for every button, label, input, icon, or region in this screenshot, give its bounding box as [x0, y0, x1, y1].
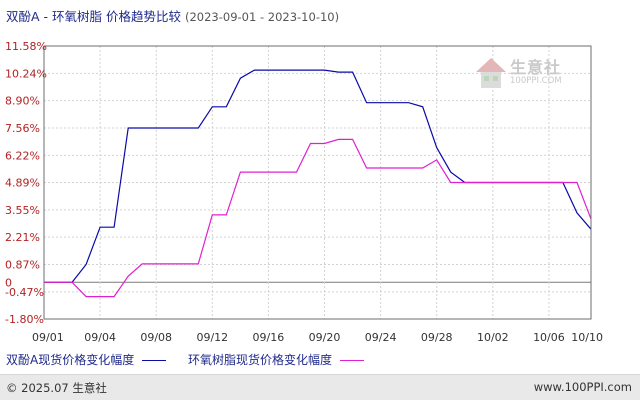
- legend-label-2: 环氧树脂现货价格变化幅度: [188, 353, 333, 367]
- watermark-logo-icon: [476, 58, 506, 88]
- y-tick-label: -1.80%: [5, 313, 44, 326]
- watermark-url: 100PPI.COM: [510, 76, 562, 86]
- y-axis: 11.58% 10.24% 8.90% 7.56% 6.22% 4.89% 3.55% 2.2…: [5, 40, 47, 326]
- x-tick-label: 10/10: [571, 331, 603, 344]
- legend-item-1: 双酚A现货价格变化幅度: [6, 351, 167, 368]
- x-tick-label: 09/08: [140, 331, 172, 344]
- x-tick-label: 09/16: [253, 331, 285, 344]
- x-tick-label: 10/02: [477, 331, 509, 344]
- chart-title: 双酚A - 环氧树脂 价格趋势比较 (2023-09-01 - 2023-10-1…: [6, 6, 339, 25]
- watermark: 生意社 100PPI.COM: [474, 52, 584, 96]
- series-layer: [44, 69, 591, 298]
- y-tick-label: 2.21%: [5, 231, 40, 244]
- legend-item-2: 环氧树脂现货价格变化幅度: [188, 351, 365, 368]
- y-tick-label: 0: [5, 276, 12, 289]
- x-tick-label: 09/24: [365, 331, 397, 344]
- y-tick-label: 11.58%: [5, 40, 47, 53]
- y-tick-label: 6.22%: [5, 149, 40, 162]
- y-tick-label: 10.24%: [5, 67, 47, 80]
- date-range: (2023-09-01 - 2023-10-10): [184, 10, 340, 24]
- x-tick-label: 09/12: [196, 331, 228, 344]
- y-tick-label: 8.90%: [5, 95, 40, 108]
- x-tick-label: 09/28: [421, 331, 453, 344]
- x-tick-label: 09/20: [309, 331, 341, 344]
- legend-label-1: 双酚A现货价格变化幅度: [6, 353, 135, 367]
- x-tick-label: 09/01: [32, 331, 64, 344]
- copyright-text: © 2025.07 生意社: [6, 381, 107, 395]
- site-link[interactable]: www.100PPI.com: [533, 380, 632, 394]
- y-tick-label: 0.87%: [5, 259, 40, 272]
- plot-frame: [43, 45, 592, 320]
- series-line-2: [44, 138, 591, 298]
- y-tick-label: 3.55%: [5, 204, 40, 217]
- legend: 双酚A现货价格变化幅度 环氧树脂现货价格变化幅度: [6, 351, 382, 368]
- x-tick-label: 09/04: [84, 331, 116, 344]
- x-axis: 09/01 09/04 09/08 09/12 09/16 09/20 09/24 09/28…: [32, 331, 603, 344]
- legend-swatch-1: [142, 360, 167, 361]
- title-text: 双酚A - 环氧树脂 价格趋势比较: [6, 9, 181, 24]
- y-tick-label: 4.89%: [5, 177, 40, 190]
- y-tick-label: 7.56%: [5, 122, 40, 135]
- watermark-name: 生意社: [510, 58, 562, 77]
- footer-bar: © 2025.07 生意社 www.100PPI.com: [0, 374, 640, 400]
- legend-swatch-2: [340, 360, 365, 361]
- x-tick-label: 10/06: [533, 331, 565, 344]
- y-tick-label: -0.47%: [5, 286, 44, 299]
